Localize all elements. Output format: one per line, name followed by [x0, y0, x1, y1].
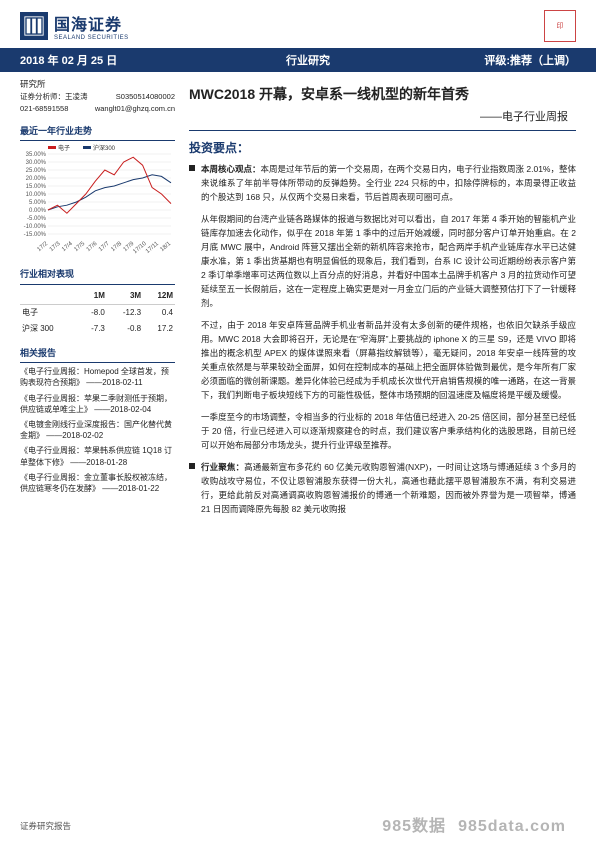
- y-tick-label: 0.00%: [29, 208, 47, 214]
- analyst-cert: S0350514080002: [116, 91, 175, 103]
- report-link[interactable]: 《电子行业周报：金立董事长股权被冻结，供应链寒冬仍在发酵》 ——2018-01-…: [20, 472, 175, 494]
- header-row: 国海证券 SEALAND SECURITIES 印: [0, 0, 596, 48]
- chart-block: 最近一年行业走势 -15.00% -10.00% -5.00% 0.00% 5.00% 1…: [20, 125, 175, 259]
- y-tick-label: 10.00%: [26, 192, 47, 198]
- bullet-item: 从年假期间的台湾产业链各路媒体的报道与数据比对可以看出，自 2017 年第 4 …: [189, 212, 576, 310]
- perf-col: 12M: [143, 288, 175, 305]
- report-rating: 评级:推荐（上调）: [436, 52, 576, 68]
- dept-label: 研究所: [20, 78, 175, 91]
- report-title: MWC2018 开幕，安卓系一线机型的新年首秀: [189, 84, 576, 104]
- analyst-phone: 021-68591558: [20, 103, 68, 115]
- section-header: 投资要点：: [189, 139, 576, 156]
- bullet-item: 行业聚焦：高通最新宣布多花约 60 亿美元收购恩智浦(NXP)，一时间让这场与博…: [189, 460, 576, 516]
- y-tick-label: 30.00%: [26, 160, 47, 166]
- bullet-text: 行业聚焦：高通最新宣布多花约 60 亿美元收购恩智浦(NXP)，一时间让这场与博…: [201, 460, 576, 516]
- report-link[interactable]: 《电子行业周报：苹果韩系供应链 1Q18 订单整体下修》 ——2018-01-2…: [20, 445, 175, 467]
- y-tick-label: -5.00%: [27, 216, 47, 222]
- y-tick-label: -10.00%: [24, 224, 47, 230]
- trend-chart: -15.00% -10.00% -5.00% 0.00% 5.00% 10.00% 15.0…: [20, 144, 175, 254]
- logo-text-cn: 国海证券: [54, 11, 129, 35]
- perf-col: 3M: [107, 288, 143, 305]
- table-row: 电子-8.0-12.30.4: [20, 304, 175, 321]
- reports-header: 相关报告: [20, 347, 175, 364]
- analyst-name: 王凌涛: [65, 92, 88, 101]
- report-category: 行业研究: [180, 52, 436, 68]
- x-tick-label: 17/11: [145, 241, 161, 254]
- bullet-item: 本周核心观点：本周是过年节后的第一个交易周，在两个交易日内，电子行业指数周涨 2…: [189, 162, 576, 204]
- bullet-icon: [189, 318, 195, 402]
- seal-icon: 印: [544, 10, 576, 42]
- bullet-icon: [189, 165, 195, 171]
- chart-header: 最近一年行业走势: [20, 125, 175, 142]
- watermark: 985数据: [382, 812, 446, 836]
- footer-left: 证券研究报告: [20, 820, 71, 832]
- report-subtitle: ——电子行业周报: [189, 108, 576, 124]
- bullet-item: 一季度至今的市场调整，令相当多的行业标的 2018 年估值已经进入 20-25 …: [189, 410, 576, 452]
- bullet-icon: [189, 212, 195, 310]
- x-tick-label: 17/4: [61, 241, 74, 254]
- perf-table: 1M3M12M电子-8.0-12.30.4沪深 300-7.3-0.817.2: [20, 288, 175, 337]
- logo-icon: [20, 12, 48, 40]
- perf-header: 行业相对表现: [20, 268, 175, 285]
- analyst-block: 研究所 证券分析师：王凌涛 S0350514080002 021-6859155…: [20, 78, 175, 115]
- x-tick-label: 18/1: [159, 241, 172, 254]
- y-tick-label: 25.00%: [26, 168, 47, 174]
- watermark: 985data.com: [458, 818, 566, 836]
- bullet-text: 不过，由于 2018 年安卓阵营品牌手机业者新品并没有太多创新的硬件规格，也依旧…: [201, 318, 576, 402]
- x-tick-label: 17/3: [49, 241, 62, 254]
- report-link[interactable]: 《电子行业周报：Homepod 全球首发，预购表现符合预期》 ——2018-02…: [20, 366, 175, 388]
- reports-block: 相关报告 《电子行业周报：Homepod 全球首发，预购表现符合预期》 ——20…: [20, 347, 175, 494]
- analyst-label: 证券分析师：: [20, 92, 65, 101]
- x-tick-label: 17/8: [110, 241, 123, 254]
- y-tick-label: 35.00%: [26, 152, 47, 158]
- perf-col: 1M: [78, 288, 107, 305]
- legend-b: 沪深300: [93, 144, 116, 152]
- report-link[interactable]: 《电镀金刚线行业深度报告：国产化替代黄金期》 ——2018-02-02: [20, 419, 175, 441]
- x-tick-label: 17/5: [73, 241, 86, 254]
- legend-a: 电子: [58, 144, 70, 152]
- bullet-icon: [189, 463, 195, 469]
- perf-col: [20, 288, 78, 305]
- report-link[interactable]: 《电子行业周报：苹果二季财测低于预期，供应链或单唯尘上》 ——2018-02-0…: [20, 393, 175, 415]
- bullet-text: 从年假期间的台湾产业链各路媒体的报道与数据比对可以看出，自 2017 年第 4 …: [201, 212, 576, 310]
- x-tick-label: 17/2: [36, 241, 49, 254]
- info-bar: 2018 年 02 月 25 日 行业研究 评级:推荐（上调）: [0, 48, 596, 72]
- brand-logo: 国海证券 SEALAND SECURITIES: [20, 11, 129, 41]
- y-tick-label: -15.00%: [24, 232, 47, 238]
- report-date: 2018 年 02 月 25 日: [20, 52, 180, 68]
- bullet-text: 本周核心观点：本周是过年节后的第一个交易周，在两个交易日内，电子行业指数周涨 2…: [201, 162, 576, 204]
- bullet-text: 一季度至今的市场调整，令相当多的行业标的 2018 年估值已经进入 20-25 …: [201, 410, 576, 452]
- bullet-item: 不过，由于 2018 年安卓阵营品牌手机业者新品并没有太多创新的硬件规格，也依旧…: [189, 318, 576, 402]
- table-row: 沪深 300-7.3-0.817.2: [20, 321, 175, 337]
- x-tick-label: 17/7: [98, 241, 111, 254]
- x-tick-label: 17/6: [86, 241, 99, 254]
- perf-block: 行业相对表现 1M3M12M电子-8.0-12.30.4沪深 300-7.3-0…: [20, 268, 175, 337]
- y-tick-label: 15.00%: [26, 184, 47, 190]
- analyst-email: wanglt01@ghzq.com.cn: [95, 103, 175, 115]
- y-tick-label: 5.00%: [29, 200, 47, 206]
- bullet-icon: [189, 410, 195, 452]
- y-tick-label: 20.00%: [26, 176, 47, 182]
- logo-text-en: SEALAND SECURITIES: [54, 35, 129, 41]
